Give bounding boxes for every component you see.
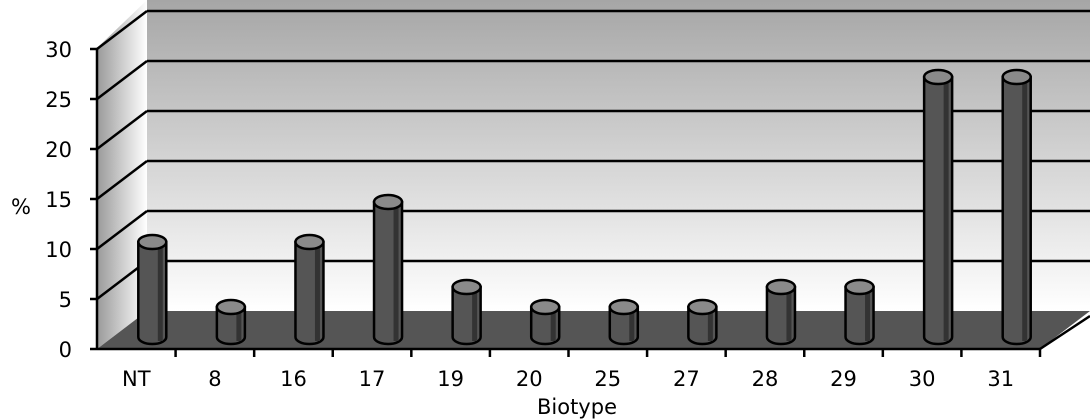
- bar-top-28: [765, 278, 797, 296]
- bar-top-17: [372, 193, 404, 211]
- bar-top-25: [608, 298, 640, 316]
- bar-17: [372, 193, 404, 346]
- gridline-side-25: [96, 60, 148, 100]
- gridline-side-15: [96, 160, 148, 200]
- bar-20: [529, 298, 561, 346]
- bar-25: [608, 298, 640, 346]
- bar-top-29: [844, 278, 875, 296]
- bars: [137, 68, 1032, 346]
- x-tick-label-28: 28: [752, 367, 779, 391]
- bar-27: [687, 298, 718, 346]
- bar-top-16: [294, 233, 325, 251]
- y-tick-label-10: 10: [45, 238, 72, 262]
- x-tick-label-25: 25: [594, 367, 621, 391]
- bar-31: [1001, 68, 1032, 346]
- x-tick-label-16: 16: [280, 367, 307, 391]
- bar-top-19: [451, 278, 482, 296]
- bar-top-27: [687, 298, 718, 316]
- x-tick-label-20: 20: [516, 367, 543, 391]
- x-tick-label-19: 19: [437, 367, 464, 391]
- x-tick-label-27: 27: [673, 367, 700, 391]
- bar-top-31: [1001, 68, 1032, 86]
- x-axis-title: Biotype: [537, 395, 617, 419]
- gridline-side-20: [96, 110, 148, 150]
- bar-8: [215, 298, 247, 346]
- y-tick-label-25: 25: [45, 88, 72, 112]
- x-tick-label-31: 31: [987, 367, 1014, 391]
- y-axis-title: %: [11, 195, 31, 219]
- bar-top-NT: [137, 233, 168, 251]
- x-tick-label-NT: NT: [122, 367, 151, 391]
- x-tick-label-29: 29: [830, 367, 857, 391]
- axis-labels: 0 5 10 15 20 25 30 NT 8 16 17 19 20 25 27 28 29 30 31: [45, 38, 1014, 391]
- gridline-side-30: [96, 10, 148, 50]
- x-tick-label-30: 30: [909, 367, 936, 391]
- floor: [97, 311, 1090, 349]
- bar-19: [451, 278, 482, 346]
- bar-top-30: [922, 68, 954, 86]
- bar-16: [294, 233, 325, 346]
- y-tick-label-30: 30: [45, 38, 72, 62]
- y-tick-label-20: 20: [45, 138, 72, 162]
- x-tick-label-8: 8: [208, 367, 221, 391]
- y-tick-label-5: 5: [59, 288, 72, 312]
- bar-top-8: [215, 298, 247, 316]
- axes: [90, 47, 1090, 357]
- y-tick-label-15: 15: [45, 188, 72, 212]
- x-tick-label-17: 17: [359, 367, 386, 391]
- bar-top-20: [529, 298, 561, 316]
- bar-29: [844, 278, 875, 346]
- y-tick-label-0: 0: [59, 338, 72, 362]
- floor-edge: [1039, 314, 1090, 351]
- gridline-side-10: [96, 210, 148, 250]
- bar-30: [922, 68, 954, 346]
- bar-28: [765, 278, 797, 346]
- bar-NT: [137, 233, 168, 346]
- side-wall: [97, 0, 147, 349]
